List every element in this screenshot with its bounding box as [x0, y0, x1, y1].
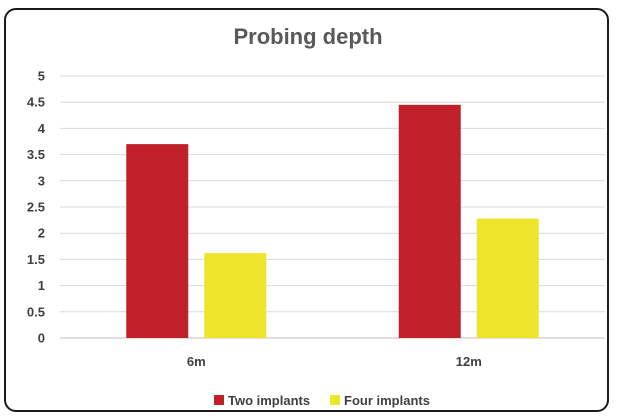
x-axis-categories: 6m 12m: [187, 354, 482, 369]
bar-four-implants-12m: [476, 218, 539, 338]
y-tick-label: 1.5: [27, 252, 45, 267]
legend-swatch: [330, 395, 340, 405]
y-tick-label: 3.5: [27, 147, 45, 162]
legend: Two implants Four implants: [214, 393, 430, 408]
y-tick-label: 5: [38, 69, 45, 84]
y-tick-label: 4: [38, 121, 46, 136]
y-tick-label: 4.5: [27, 95, 45, 110]
bar-four-implants-6m: [204, 253, 267, 338]
bar-two-implants-6m: [126, 144, 189, 338]
bar-two-implants-12m: [398, 104, 461, 338]
y-tick-label: 0.5: [27, 304, 45, 319]
y-tick-label: 1: [38, 278, 45, 293]
legend-swatch: [214, 395, 224, 405]
chart-title: Probing depth: [233, 24, 382, 49]
legend-label: Four implants: [344, 393, 430, 408]
x-category-label: 6m: [187, 354, 206, 369]
bars: [126, 104, 539, 338]
y-tick-label: 0: [38, 331, 45, 346]
legend-label: Two implants: [228, 393, 310, 408]
x-category-label: 12m: [456, 354, 482, 369]
y-tick-label: 2.5: [27, 200, 45, 215]
chart-frame: [4, 8, 609, 412]
y-tick-label: 2: [38, 226, 45, 241]
y-tick-label: 3: [38, 173, 45, 188]
y-axis-ticks: 0 0.5 1 1.5 2 2.5 3 3.5 4 4.5 5: [27, 69, 46, 346]
